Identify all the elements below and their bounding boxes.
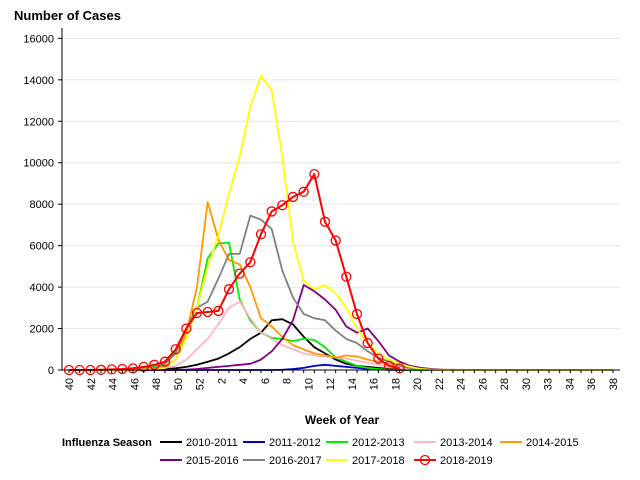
y-tick-label: 2000 (30, 324, 54, 336)
x-axis-title: Week of Year (305, 413, 380, 427)
x-tick-label: 52 (195, 378, 207, 390)
x-tick-label: 20 (412, 378, 424, 390)
series-lines (63, 74, 613, 376)
series-line (69, 173, 400, 371)
x-tick-label: 42 (86, 378, 98, 390)
x-tick-label: 36 (586, 378, 598, 390)
legend-label: 2018-2019 (440, 455, 493, 467)
data-point (298, 186, 309, 197)
x-tick-label: 34 (564, 378, 576, 390)
legend-label: 2017-2018 (352, 455, 405, 467)
legend-item: 2016-2017 (243, 455, 322, 467)
data-point (309, 168, 320, 180)
legend-title: Influenza Season (62, 437, 152, 449)
x-tick-label: 48 (151, 378, 163, 390)
data-point (330, 235, 341, 246)
x-tick-label: 6 (260, 378, 272, 384)
x-tick-label: 2 (216, 378, 228, 384)
x-tick-label: 12 (325, 378, 337, 390)
x-tick-label: 10 (303, 378, 315, 390)
series-2016-2017 (69, 214, 613, 371)
y-tick-label: 0 (48, 365, 54, 377)
y-tick-label: 12000 (23, 116, 54, 128)
legend-label: 2016-2017 (269, 455, 322, 467)
data-point (341, 271, 352, 282)
y-tick-label: 4000 (30, 282, 54, 294)
data-point (234, 268, 245, 279)
x-tick-label: 22 (434, 378, 446, 390)
x-tick-label: 33 (543, 378, 555, 390)
data-point (117, 363, 128, 375)
data-point (106, 364, 117, 375)
data-point (170, 344, 181, 355)
x-tick-label: 4 (238, 378, 250, 384)
legend-item: 2010-2011 (160, 437, 238, 449)
legend-label: 2010-2011 (186, 437, 238, 449)
x-tick-label: 46 (129, 378, 141, 390)
axes: 0 2000 4000 6000 8000 10000 12000 14000 16000 40 4… (23, 28, 620, 390)
y-tick-label: 8000 (30, 199, 54, 211)
legend-marker (419, 454, 431, 466)
legend-item: 2015-2016 (160, 455, 239, 467)
x-tick-label: 16 (369, 378, 381, 390)
legend-label: 2014-2015 (526, 437, 579, 449)
data-point (362, 337, 373, 349)
data-point (181, 323, 192, 334)
x-tick-label: 38 (608, 378, 620, 390)
legend-item: 2013-2014 (414, 437, 493, 449)
legend-label: 2013-2014 (440, 437, 493, 449)
series-2018-2019 (63, 168, 405, 376)
series-line (69, 201, 613, 371)
series-2014-2015 (69, 201, 613, 371)
y-tick-label: 14000 (23, 75, 54, 87)
series-2017-2018 (69, 74, 613, 371)
legend-label: 2015-2016 (186, 455, 239, 467)
series-line (69, 214, 613, 371)
data-point (245, 257, 256, 268)
y-tick-label: 16000 (23, 33, 54, 45)
grid-lines (62, 37, 620, 371)
data-point (159, 356, 171, 367)
data-point (277, 200, 288, 211)
legend-item: 2018-2019 (414, 454, 493, 467)
data-point (351, 308, 363, 320)
data-point (266, 206, 277, 217)
data-point (191, 307, 203, 319)
y-axis-title: Number of Cases (14, 8, 121, 23)
x-tick-label: 44 (108, 378, 120, 390)
data-point (319, 216, 331, 227)
x-tick-label: 14 (347, 378, 359, 390)
legend-item: 2012-2013 (326, 437, 405, 449)
data-point (202, 306, 213, 318)
x-tick-label: 26 (477, 378, 489, 390)
data-point (213, 305, 224, 317)
y-tick-label: 10000 (23, 158, 54, 170)
x-tick-label: 8 (282, 378, 294, 384)
data-point (255, 229, 267, 240)
x-tick-label: 40 (64, 378, 76, 390)
legend-item: 2011-2012 (243, 437, 321, 449)
data-point (373, 353, 384, 364)
legend-item: 2014-2015 (500, 437, 579, 449)
data-point (287, 191, 299, 203)
data-point (223, 284, 235, 295)
x-tick-label: 50 (173, 378, 185, 390)
y-tick-label: 6000 (30, 241, 54, 253)
x-tick-label: 30 (521, 378, 533, 390)
x-tick-label: 18 (390, 378, 402, 390)
x-tick-label: 28 (499, 378, 511, 390)
legend-item: 2017-2018 (326, 455, 405, 467)
series-line (69, 74, 613, 371)
legend-label: 2011-2012 (269, 437, 321, 449)
legend: Influenza Season 2010-2011 2011-2012 2012-… (62, 437, 579, 467)
data-point (149, 359, 160, 370)
legend-label: 2012-2013 (352, 437, 405, 449)
x-tick-label: 24 (456, 378, 468, 390)
